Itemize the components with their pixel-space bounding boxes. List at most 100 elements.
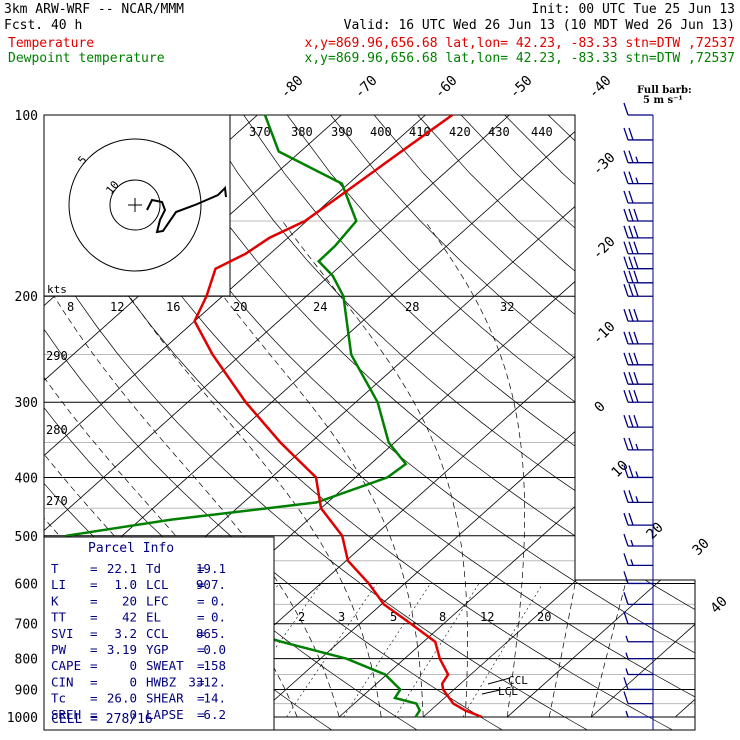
barb-full [628, 225, 634, 239]
barb-half [625, 652, 629, 659]
parcel-label: SHEAR [146, 691, 184, 706]
theta-e-label: 390 [331, 125, 353, 139]
theta-e-label: 380 [291, 125, 313, 139]
theta-e-label: 440 [531, 125, 553, 139]
hodograph-ring [68, 138, 202, 272]
wind-barb [623, 390, 653, 403]
pressure-label: 800 [15, 653, 38, 668]
mixing-ratio-label: 8 [439, 610, 446, 624]
temperature-location-info: x,y=869.96,656.68 lat,lon= 42.23, -83.33… [305, 36, 735, 51]
parcel-value: 3.19 [107, 642, 137, 657]
barb-full [628, 241, 634, 254]
barb-half [635, 471, 639, 478]
parcel-value: 26.0 [107, 691, 137, 706]
mixing-ratio-line [462, 583, 544, 718]
forecast-hour: Fcst. 40 h [4, 18, 82, 33]
isotherm-label: 20 [644, 520, 667, 543]
wind-barb [623, 371, 653, 385]
parcel-label: K [51, 593, 59, 608]
barb-full [623, 190, 629, 204]
barb-full [623, 127, 629, 141]
barb-full [623, 533, 629, 547]
parcel-label: TT [51, 610, 67, 625]
barb-full [623, 611, 629, 624]
wind-barb [623, 553, 653, 567]
parcel-value: 20 [122, 593, 137, 608]
wind-barb [623, 571, 653, 585]
parcel-equals: = [197, 593, 205, 608]
dry-adiabat [504, 115, 695, 730]
parcel-equals: = [197, 610, 205, 625]
barb-full [623, 592, 629, 605]
parcel-label: SVI [51, 626, 74, 641]
theta-e-label: 430 [488, 125, 510, 139]
mixing-ratio-label: 16 [166, 300, 180, 314]
wind-barb [623, 241, 653, 255]
cell-motion: CELL = 278/16 [51, 712, 153, 727]
parcel-label: SWEAT [146, 658, 184, 673]
barb-full [633, 390, 639, 403]
mixing-ratio-label: 12 [480, 610, 494, 624]
barb-full [623, 331, 629, 345]
wind-barb [623, 592, 653, 606]
barb-full [628, 190, 634, 204]
pressure-label: 900 [15, 683, 38, 698]
barb-full [628, 414, 634, 428]
pressure-label: 700 [15, 618, 38, 633]
barb-full [633, 331, 639, 345]
parcel-label: SREH [51, 707, 81, 722]
wind-barb [623, 512, 653, 526]
parcel-equals: = [90, 561, 98, 576]
barb-full [628, 150, 634, 163]
parcel-value: 1.0 [114, 577, 137, 592]
dry-adiabat [44, 115, 588, 730]
parcel-equals: = [90, 593, 98, 608]
barb-full [623, 308, 629, 322]
barb-full [628, 465, 634, 478]
parcel-value: 0 [129, 658, 137, 673]
mixing-ratio-label: 5 [390, 610, 397, 624]
wind-barb [623, 256, 653, 270]
parcel-value: 3312. [188, 674, 226, 689]
barb-full [628, 127, 634, 141]
parcel-value: 865. [196, 626, 226, 641]
barb-full [628, 512, 634, 526]
parcel-equals: = [90, 707, 98, 722]
parcel-equals: = [197, 577, 205, 592]
isotherm-label: -70 [352, 73, 381, 102]
parcel-label: YGP [146, 642, 169, 657]
parcel-equals: = [90, 691, 98, 706]
parcel-label: Tc [51, 691, 66, 706]
wind-barb [623, 677, 653, 691]
wind-barb [623, 437, 653, 451]
isotherm-label: -10 [590, 319, 619, 348]
dry-adiabat-label: 290 [46, 349, 68, 363]
barb-full [623, 390, 629, 403]
pressure-label: 300 [15, 396, 38, 411]
barb-full [633, 284, 639, 297]
dewpoint-profile [65, 114, 422, 718]
parcel-value: 0 [129, 707, 137, 722]
parcel-equals: = [197, 658, 205, 673]
wind-barb [623, 190, 653, 204]
isotherm [44, 115, 510, 718]
hodograph-ring [109, 179, 161, 231]
hodograph-trace [146, 185, 227, 234]
barb-full [633, 352, 639, 366]
barb-full [623, 241, 629, 254]
mixing-ratio-label: 2 [298, 610, 305, 624]
mixing-ratio-label: 24 [313, 300, 327, 314]
lcl-label: LCL [498, 685, 518, 698]
mixing-ratio-label: 32 [500, 300, 514, 314]
barb-legend-value: 5 m s⁻¹ [643, 95, 683, 106]
barb-full [633, 308, 639, 322]
wind-barb [623, 352, 653, 366]
dry-adiabat [417, 115, 695, 730]
isotherm-label: 40 [708, 594, 731, 617]
parcel-value: 0. [211, 610, 226, 625]
isotherm-label: -20 [590, 234, 619, 263]
barb-half [630, 539, 634, 547]
dewpoint-location-info: x,y=869.96,656.68 lat,lon= 42.23, -83.33… [305, 51, 735, 66]
parcel-value: 6.2 [203, 707, 226, 722]
